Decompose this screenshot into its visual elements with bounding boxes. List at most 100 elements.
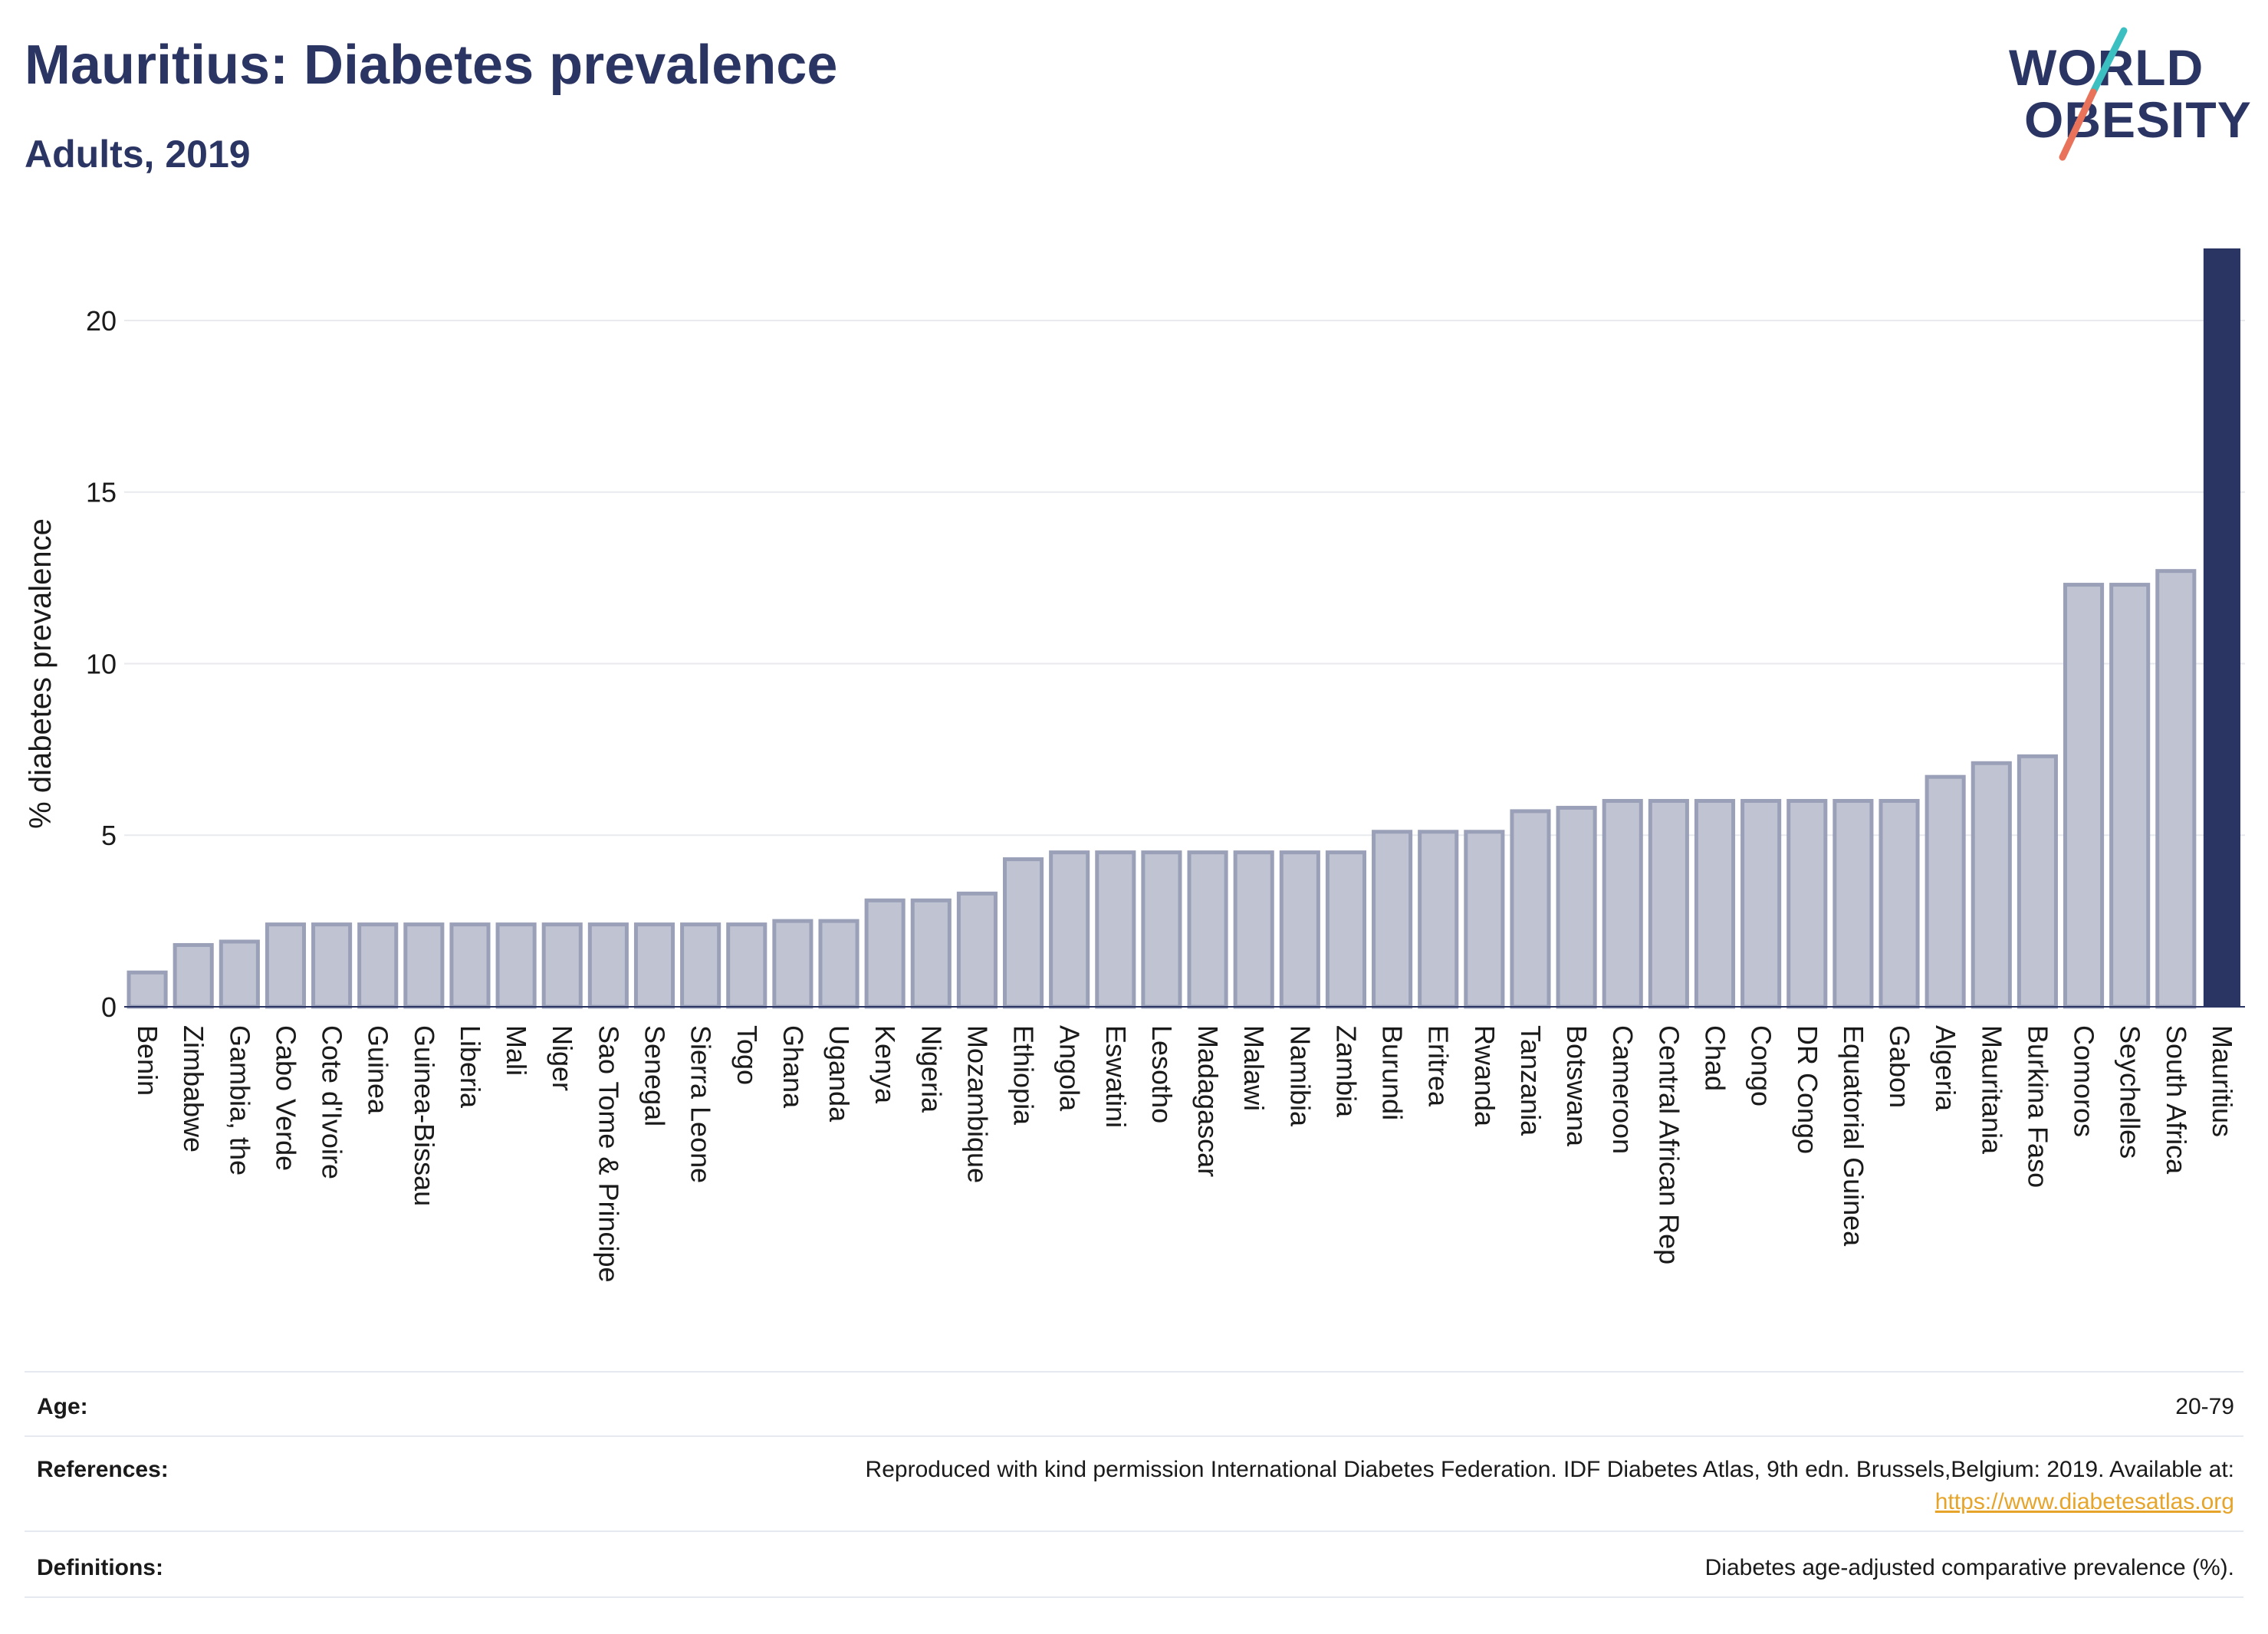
x-tick-label: Namibia (1284, 1025, 1316, 1127)
y-tick-label: 0 (101, 991, 117, 1023)
x-tick-label: Sao Tome & Principe (593, 1025, 624, 1283)
x-tick-label: Eritrea (1423, 1025, 1454, 1107)
bar-liberia[interactable] (449, 922, 491, 1009)
y-tick-label: 10 (86, 648, 117, 679)
grid-lines (124, 319, 2245, 837)
bar-mozambique[interactable] (956, 891, 998, 1009)
x-tick-label: Algeria (1930, 1025, 1961, 1112)
bar-malawi[interactable] (1233, 850, 1274, 1009)
logo-slash-icon (2059, 27, 2128, 161)
x-tick-label: Burundi (1377, 1025, 1408, 1120)
y-tick-label: 5 (101, 820, 117, 851)
bar-tanzania[interactable] (1510, 809, 1551, 1009)
bar-mauritania[interactable] (1971, 761, 2012, 1009)
x-tick-label: Lesotho (1146, 1025, 1178, 1123)
x-tick-label: Mali (501, 1025, 532, 1076)
bar-botswana[interactable] (1556, 805, 1597, 1009)
x-tick-label: Cabo Verde (270, 1025, 301, 1171)
x-tick-label: Liberia (455, 1025, 486, 1109)
bar-togo[interactable] (726, 922, 768, 1009)
bar-eswatini[interactable] (1095, 850, 1136, 1009)
bar-mali[interactable] (495, 922, 537, 1009)
x-tick-label: Uganda (823, 1025, 855, 1123)
bar-sao-tome-principe[interactable] (587, 922, 629, 1009)
x-tick-label: Seychelles (2115, 1025, 2146, 1159)
bar-seychelles[interactable] (2109, 583, 2151, 1009)
x-axis-labels: Benin Zimbabwe Gambia, the Cabo Verde Cote d… (132, 1025, 2238, 1283)
bar-madagascar[interactable] (1187, 850, 1228, 1009)
references-link[interactable]: https://www.diabetesatlas.org (1934, 1489, 2234, 1514)
x-tick-label: Nigeria (915, 1025, 947, 1113)
bar-uganda[interactable] (818, 919, 860, 1009)
definitions-value: Diabetes age-adjusted comparative preval… (1704, 1555, 2234, 1580)
x-tick-label: Mauritania (1976, 1025, 2007, 1155)
bar-burkina-faso[interactable] (2017, 754, 2058, 1009)
bar-burundi[interactable] (1372, 830, 1413, 1009)
x-tick-label: Mauritius (2207, 1025, 2238, 1137)
bar-mauritius[interactable] (2203, 248, 2240, 1007)
y-axis: 0 5 10 15 20 (86, 305, 117, 1023)
x-tick-label: Rwanda (1469, 1025, 1500, 1127)
bar-cote-d-ivoire[interactable] (311, 922, 353, 1009)
x-tick-label: Togo (731, 1025, 763, 1085)
bar-benin[interactable] (127, 970, 168, 1009)
bar-cameroon[interactable] (1602, 798, 1643, 1009)
y-tick-label: 15 (86, 477, 117, 508)
x-tick-label: DR Congo (1792, 1025, 1823, 1154)
world-obesity-logo[interactable]: WORLD OBESITY (1994, 23, 2254, 169)
bar-lesotho[interactable] (1141, 850, 1182, 1009)
x-tick-label: Equatorial Guinea (1838, 1025, 1869, 1247)
x-tick-label: Senegal (639, 1025, 671, 1126)
x-tick-label: South Africa (2161, 1025, 2192, 1175)
references-label: References: (37, 1457, 169, 1482)
bar-zambia[interactable] (1325, 850, 1367, 1009)
x-tick-label: Zimbabwe (178, 1025, 209, 1152)
x-tick-label: Niger (547, 1025, 578, 1091)
y-axis-label: % diabetes prevalence (24, 518, 58, 829)
bar-nigeria[interactable] (910, 898, 952, 1009)
bar-senegal[interactable] (633, 922, 675, 1009)
bar-kenya[interactable] (864, 898, 906, 1009)
bar-rwanda[interactable] (1464, 830, 1505, 1009)
bar-angola[interactable] (1049, 850, 1090, 1009)
bar-ethiopia[interactable] (1002, 857, 1044, 1009)
bar-south-africa[interactable] (2155, 569, 2197, 1009)
bar-gambia-the[interactable] (219, 939, 260, 1009)
bar-zimbabwe[interactable] (173, 942, 214, 1009)
bar-guinea-bissau[interactable] (403, 922, 445, 1009)
bars (127, 248, 2240, 1009)
bar-dr-congo[interactable] (1786, 798, 1828, 1009)
age-value: 20-79 (2175, 1394, 2234, 1419)
bar-equatorial-guinea[interactable] (1832, 798, 1874, 1009)
bar-ghana[interactable] (772, 919, 814, 1009)
bar-namibia[interactable] (1279, 850, 1320, 1009)
bar-comoros[interactable] (2063, 583, 2105, 1009)
definitions-label: Definitions: (37, 1555, 163, 1580)
age-label: Age: (37, 1394, 88, 1419)
x-tick-label: Madagascar (1192, 1025, 1224, 1177)
x-tick-label: Sierra Leone (685, 1025, 717, 1183)
x-tick-label: Angola (1054, 1025, 1086, 1112)
bar-central-african-rep[interactable] (1648, 798, 1689, 1009)
bar-cabo-verde[interactable] (265, 922, 307, 1009)
bar-niger[interactable] (541, 922, 583, 1009)
meta-row-definitions: Definitions: Diabetes age-adjusted compa… (25, 1530, 2243, 1598)
bar-guinea[interactable] (357, 922, 399, 1009)
x-tick-label: Gabon (1884, 1025, 1915, 1108)
x-tick-label: Chad (1700, 1025, 1731, 1091)
x-tick-label: Benin (132, 1025, 163, 1096)
y-tick-label: 20 (86, 305, 117, 337)
bar-algeria[interactable] (1925, 774, 1966, 1009)
bar-gabon[interactable] (1878, 798, 1920, 1009)
page-subtitle: Adults, 2019 (25, 133, 251, 176)
bar-congo[interactable] (1740, 798, 1782, 1009)
x-tick-label: Cote d'Ivoire (317, 1025, 348, 1179)
x-tick-label: Cameroon (1607, 1025, 1639, 1154)
bar-chad[interactable] (1694, 798, 1736, 1009)
bar-sierra-leone[interactable] (680, 922, 721, 1009)
references-text: Reproduced with kind permission Internat… (865, 1457, 2234, 1482)
bar-eritrea[interactable] (1418, 830, 1459, 1009)
x-tick-label: Ghana (777, 1025, 809, 1109)
x-tick-label: Eswatini (1100, 1025, 1132, 1128)
logo-text-line2: OBESITY (2024, 91, 2252, 148)
